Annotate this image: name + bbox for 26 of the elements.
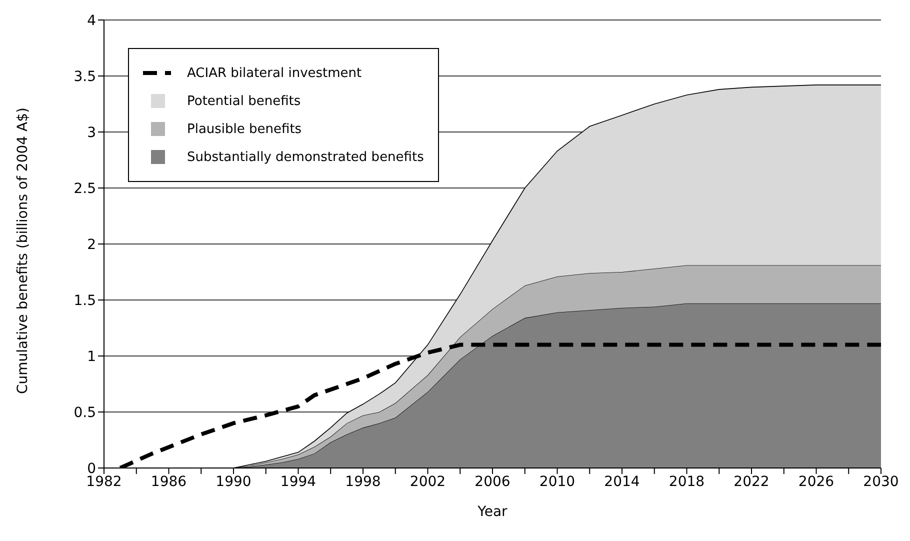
legend-label: Plausible benefits: [187, 122, 302, 136]
x-tick-label: 2030: [863, 474, 899, 490]
x-tick-label: 1990: [216, 474, 252, 490]
x-tick-label: 2022: [734, 474, 770, 490]
legend-label: Potential benefits: [187, 94, 301, 108]
y-tick-label: 3.5: [74, 68, 96, 85]
x-tick-label: 2026: [798, 474, 834, 490]
x-tick-label: 2014: [604, 474, 640, 490]
legend-label: ACIAR bilateral investment: [187, 66, 362, 80]
x-tick-label: 2002: [410, 474, 446, 490]
y-tick-label: 2: [87, 236, 96, 253]
x-tick-label: 1986: [150, 474, 187, 490]
x-tick-label: 1998: [345, 474, 381, 490]
legend-label: Substantially demonstrated benefits: [187, 150, 424, 164]
x-tick-label: 2018: [668, 474, 705, 490]
x-axis-title: Year: [476, 504, 508, 520]
y-tick-label: 3: [87, 124, 96, 141]
y-tick-label: 1: [87, 348, 96, 365]
x-tick-label: 2010: [539, 474, 576, 490]
y-tick-label: 1.5: [74, 292, 96, 309]
y-tick-label: 4: [87, 12, 96, 29]
y-tick-label: 2.5: [74, 180, 96, 197]
y-tick-label: 0.5: [74, 404, 96, 421]
y-axis-title: Cumulative benefits (billions of 2004 A$): [14, 108, 31, 394]
x-tick-label: 1994: [280, 474, 316, 490]
x-tick-label: 2006: [474, 474, 510, 490]
